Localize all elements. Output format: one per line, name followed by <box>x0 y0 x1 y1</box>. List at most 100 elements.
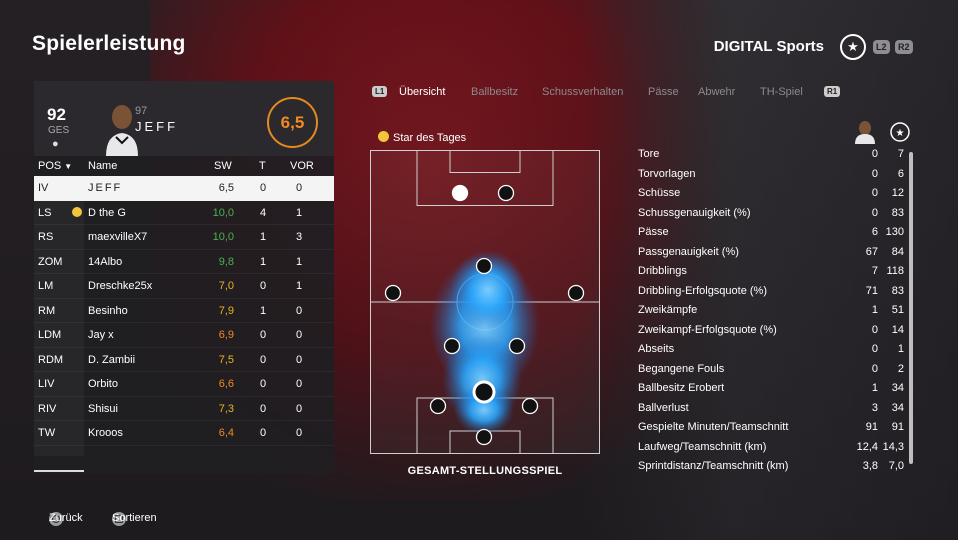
stat-team-value: 83 <box>891 206 904 219</box>
stats-scrollbar[interactable] <box>909 152 913 464</box>
row-assists: 0 <box>295 304 303 317</box>
table-row[interactable]: LM Dreschke25x 7,0 0 1 <box>34 274 334 299</box>
table-row[interactable]: LS D the G 10,0 4 1 <box>34 201 334 225</box>
stat-player-value: 3 <box>871 401 878 414</box>
stats-column-icons: ★ <box>850 118 910 149</box>
stat-label: Begangene Fouls <box>638 362 725 375</box>
stat-team-value: 6 <box>897 167 904 180</box>
stat-player-value: 3,8 <box>862 460 878 472</box>
stat-label: Tore <box>638 148 660 160</box>
stat-row: Tore 0 7 <box>638 145 908 165</box>
stat-row: Laufweg/Teamschnitt (km) 12,4 14,3 <box>638 438 908 458</box>
table-row[interactable]: TW Krooos 6,4 0 0 <box>34 421 334 446</box>
row-rating: 10,0 <box>212 231 234 243</box>
stat-team-value: 1 <box>897 343 904 355</box>
table-row[interactable]: ZOM 14Albo 9,8 1 1 <box>34 250 334 274</box>
position-heatmap <box>370 150 600 454</box>
row-rating: 7,5 <box>218 353 234 366</box>
stat-player-value: 0 <box>871 362 878 375</box>
overall-rating: 92 <box>47 105 66 124</box>
stat-player-value: 6 <box>871 226 878 238</box>
stat-team-value: 34 <box>891 401 904 414</box>
tab-ballbesitz[interactable]: Ballbesitz <box>471 86 519 98</box>
team-crest-icon <box>890 122 910 142</box>
row-assists: 0 <box>295 427 303 439</box>
stat-row: Dribblings 7 118 <box>638 262 908 282</box>
row-goals: 1 <box>259 304 267 317</box>
stat-row: Ballverlust 3 34 <box>638 399 908 419</box>
player-rating-small: 97 <box>135 105 148 117</box>
row-assists: 3 <box>295 231 303 243</box>
tab-abwehr[interactable]: Abwehr <box>698 86 736 98</box>
player-mini-icon <box>859 121 871 135</box>
stat-label: Gespielte Minuten/Teamschnitt <box>638 421 789 433</box>
row-position: ZOM <box>38 255 63 268</box>
table-row[interactable]: RDM D. Zambii 7,5 0 0 <box>34 348 334 372</box>
pos-column-bg <box>34 176 84 456</box>
row-player-name: 14Albo <box>88 255 123 268</box>
stat-label: Ballverlust <box>638 401 689 414</box>
r2-button[interactable]: R2 <box>895 40 913 54</box>
row-player-name: maexvilleX7 <box>88 231 148 243</box>
table-row[interactable]: IV JEFF 6,5 0 0 <box>34 176 334 201</box>
row-player-name: JEFF <box>88 182 123 194</box>
stat-label: Passgenauigkeit (%) <box>638 245 739 258</box>
stat-row: Schüsse 0 12 <box>638 184 908 204</box>
stat-player-value: 0 <box>871 167 878 180</box>
stat-row: Zweikampf-Erfolgsquote (%) 0 14 <box>638 321 908 341</box>
table-row[interactable]: RM Besinho 7,9 1 0 <box>34 299 334 323</box>
row-position: TW <box>38 427 56 439</box>
star-icon <box>72 206 82 217</box>
row-assists: 1 <box>295 206 303 219</box>
svg-text:★: ★ <box>896 128 905 139</box>
row-player-name: Krooos <box>88 427 123 439</box>
row-goals: 0 <box>259 402 267 415</box>
row-goals: 1 <box>259 231 267 243</box>
row-assists: 0 <box>295 378 303 390</box>
stat-player-value: 1 <box>871 304 878 316</box>
row-goals: 1 <box>259 255 267 268</box>
stat-team-value: 12 <box>891 187 904 199</box>
stat-player-value: 0 <box>871 148 878 160</box>
star-of-day: Star des Tages <box>378 131 466 144</box>
stat-row: Abseits 0 1 <box>638 340 908 360</box>
row-player-name: Besinho <box>88 304 128 317</box>
stat-team-value: 34 <box>891 382 904 394</box>
stat-team-value: 2 <box>897 362 904 375</box>
stat-row: Zweikämpfe 1 51 <box>638 301 908 321</box>
stat-label: Dribbling-Erfolgsquote (%) <box>638 284 767 297</box>
stat-label: Ballbesitz Erobert <box>638 382 725 394</box>
table-row[interactable]: LDM Jay x 6,9 0 0 <box>34 323 334 348</box>
l1-button[interactable]: L1 <box>372 86 388 97</box>
tab-paesse[interactable]: Pässe <box>648 86 679 98</box>
stat-row: Dribbling-Erfolgsquote (%) 71 83 <box>638 282 908 302</box>
row-assists: 0 <box>295 329 303 341</box>
stat-team-value: 130 <box>885 226 904 238</box>
stat-player-value: 12,4 <box>856 440 878 453</box>
stat-label: Laufweg/Teamschnitt (km) <box>638 440 767 453</box>
stat-team-value: 14,3 <box>882 440 904 453</box>
row-position: LS <box>38 206 52 219</box>
star-icon <box>378 131 389 142</box>
tab-uebersicht[interactable]: Übersicht <box>399 86 446 98</box>
row-goals: 0 <box>259 280 267 292</box>
l2-button[interactable]: L2 <box>873 40 890 54</box>
stat-label: Sprintdistanz/Teamschnitt (km) <box>638 460 789 472</box>
stat-team-value: 14 <box>891 323 904 336</box>
pos-header[interactable]: POS ▼ <box>38 160 73 172</box>
page-title: Spielerleistung <box>32 32 186 55</box>
stat-label: Schussgenauigkeit (%) <box>638 206 751 219</box>
table-row[interactable]: RIV Shisui 7,3 0 0 <box>34 397 334 421</box>
row-assists: 0 <box>295 402 303 415</box>
r1-button[interactable]: R1 <box>824 86 841 97</box>
tab-th-spiel[interactable]: TH-Spiel <box>760 86 803 98</box>
stat-label: Dribblings <box>638 265 687 277</box>
name-header: Name <box>88 160 118 172</box>
tab-schussverhalten[interactable]: Schussverhalten <box>542 86 624 98</box>
stat-player-value: 67 <box>865 245 878 258</box>
heat-blob <box>430 250 540 435</box>
table-row[interactable]: RS maexvilleX7 10,0 1 3 <box>34 225 334 250</box>
row-player-name: D. Zambii <box>88 353 136 366</box>
table-row[interactable]: LIV Orbito 6,6 0 0 <box>34 372 334 397</box>
row-player-name: Jay x <box>88 329 114 341</box>
